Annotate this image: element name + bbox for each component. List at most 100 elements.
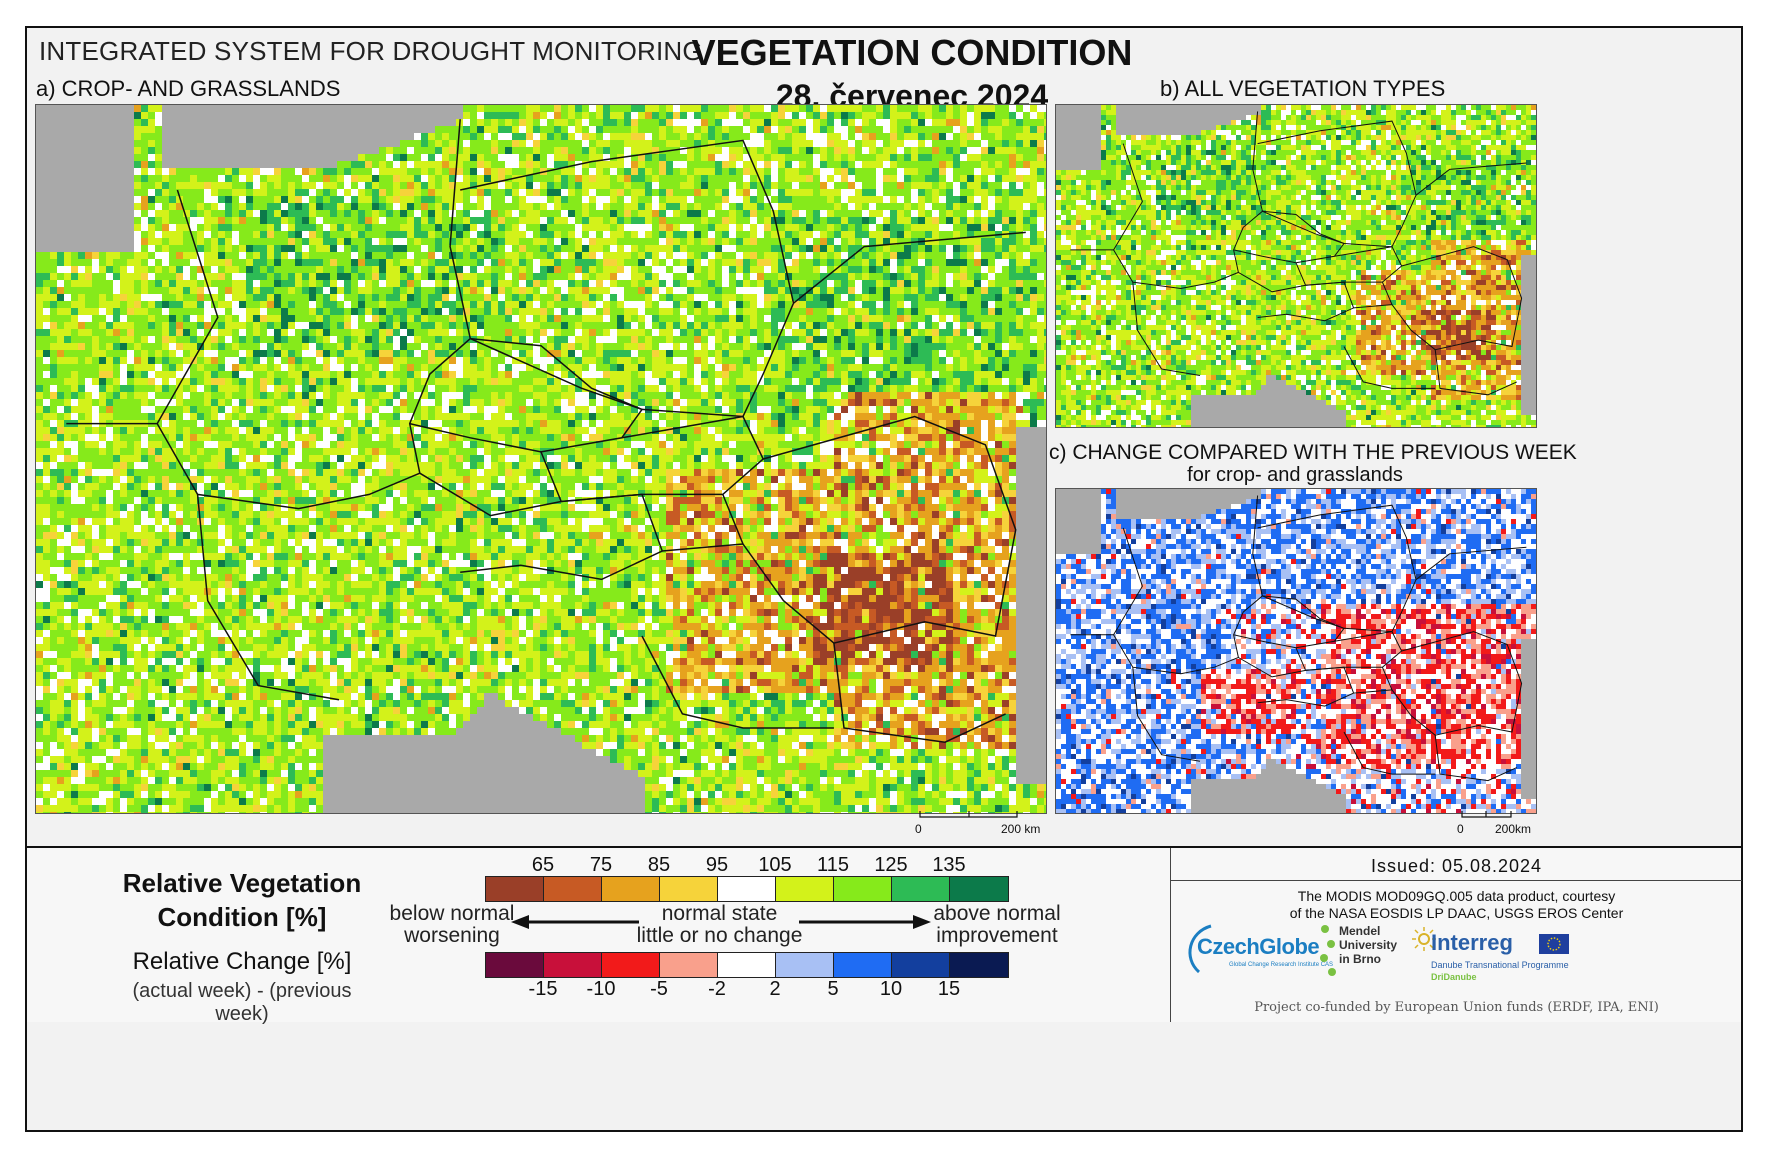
figure-frame: INTEGRATED SYSTEM FOR DROUGHT MONITORING… — [25, 26, 1743, 1132]
top-tick-label: 105 — [758, 854, 791, 877]
legend-above-normal: above normal improvement — [927, 903, 1067, 947]
change-swatch — [486, 953, 544, 977]
little-change-text: little or no change — [627, 925, 812, 947]
legend-normal-state: normal state little or no change — [627, 903, 812, 947]
mendel-text: Mendel University in Brno — [1339, 924, 1397, 966]
rvc-swatch — [718, 877, 776, 901]
below-normal-text: below normal — [387, 903, 517, 925]
panel-c-sublabel: for crop- and grasslands — [1055, 464, 1535, 487]
bottom-tick-label: -2 — [708, 978, 726, 1001]
interreg-subtext: Danube Transnational Programme — [1431, 960, 1569, 970]
rvc-swatch — [486, 877, 544, 901]
above-normal-text: above normal — [927, 903, 1067, 925]
panel-a-label: a) CROP- AND GRASSLANDS — [36, 76, 340, 102]
scalebar-c-graphic — [1461, 811, 1512, 818]
map-a-canvas — [36, 105, 1046, 813]
mendel-line-1: Mendel — [1339, 924, 1397, 938]
map-panel-c — [1055, 488, 1537, 814]
rvc-swatch — [602, 877, 660, 901]
normal-state-text: normal state — [627, 903, 812, 925]
legend-rc-title: Relative Change [%] — [107, 948, 377, 976]
bottom-tick-label: -10 — [587, 978, 616, 1001]
country-borders — [1070, 495, 1527, 782]
eu-flag-icon — [1539, 934, 1569, 954]
mendel-logo: Mendel University in Brno — [1319, 924, 1414, 980]
courtesy-line-2: of the NASA EOSDIS LP DAAC, USGS EROS Ce… — [1171, 905, 1742, 922]
map-panel-a — [35, 104, 1047, 814]
legend-rc-sub: (actual week) - (previous week) — [107, 980, 377, 1026]
change-swatch — [718, 953, 776, 977]
change-swatch — [544, 953, 602, 977]
scalebar-a-end: 200 km — [1001, 822, 1040, 836]
legend-rvc-colorbar — [485, 876, 1009, 902]
panel-c-label: c) CHANGE COMPARED WITH THE PREVIOUS WEE… — [1049, 441, 1577, 465]
legend-area: Relative Vegetation Condition [%] Relati… — [27, 846, 1742, 1025]
rvc-swatch — [776, 877, 834, 901]
top-tick-label: 85 — [648, 854, 670, 877]
legend-change-colorbar — [485, 952, 1009, 978]
raster-layer — [36, 105, 1046, 813]
improvement-text: improvement — [927, 925, 1067, 947]
data-courtesy: The MODIS MOD09GQ.005 data product, cour… — [1171, 888, 1742, 922]
worsening-text: worsening — [387, 925, 517, 947]
map-b-canvas — [1056, 105, 1536, 427]
interreg-sun-icon — [1412, 927, 1436, 951]
funding-note: Project co-funded by European Union fund… — [1171, 1000, 1742, 1015]
interreg-logo: Interreg Danube Transnational Programme … — [1409, 924, 1609, 984]
change-swatch — [892, 953, 950, 977]
top-tick-label: 125 — [874, 854, 907, 877]
rvc-swatch — [892, 877, 950, 901]
dridanube-text: DriDanube — [1431, 972, 1477, 982]
left-arrow-icon — [511, 915, 639, 929]
panel-b-label: b) ALL VEGETATION TYPES — [1160, 76, 1445, 102]
legend-bottom-ticks: -15 -10 -5 -2 2 5 10 15 — [485, 978, 1007, 1000]
top-tick-label: 95 — [706, 854, 728, 877]
bottom-tick-label: 15 — [938, 978, 960, 1001]
legend-below-normal: below normal worsening — [387, 903, 517, 947]
change-swatch — [950, 953, 1008, 977]
raster-layer — [1056, 105, 1536, 427]
map-panel-b — [1055, 104, 1537, 428]
map-c-canvas — [1056, 489, 1536, 813]
page-title: VEGETATION CONDITION — [27, 32, 1772, 74]
right-arrow-icon — [799, 915, 931, 929]
bottom-tick-label: 5 — [827, 978, 838, 1001]
change-swatch — [834, 953, 892, 977]
bottom-tick-label: -5 — [650, 978, 668, 1001]
bottom-tick-label: -15 — [529, 978, 558, 1001]
top-tick-label: 135 — [932, 854, 965, 877]
bottom-tick-label: 10 — [880, 978, 902, 1001]
rvc-swatch — [660, 877, 718, 901]
czechglobe-logo: CzechGlobe Global Change Research Instit… — [1181, 922, 1333, 978]
change-swatch — [602, 953, 660, 977]
rvc-swatch — [950, 877, 1008, 901]
raster-layer — [1056, 489, 1536, 813]
issued-date: Issued: 05.08.2024 — [1171, 856, 1742, 877]
rvc-swatch — [544, 877, 602, 901]
bottom-tick-label: 2 — [769, 978, 780, 1001]
change-swatch — [776, 953, 834, 977]
czechglobe-swoosh-icon — [1188, 924, 1212, 974]
czechglobe-text: CzechGlobe — [1197, 934, 1320, 960]
courtesy-line-1: The MODIS MOD09GQ.005 data product, cour… — [1171, 888, 1742, 905]
mendel-line-2: University — [1339, 938, 1397, 952]
top-tick-label: 65 — [532, 854, 554, 877]
rvc-swatch — [834, 877, 892, 901]
top-tick-label: 75 — [590, 854, 612, 877]
system-name: INTEGRATED SYSTEM FOR DROUGHT MONITORING — [39, 36, 703, 67]
scalebar-a-graphic — [919, 811, 1018, 818]
czechglobe-subtext: Global Change Research Institute CAS — [1229, 962, 1333, 968]
mendel-dots-icon — [1320, 925, 1336, 976]
info-box: Issued: 05.08.2024 The MODIS MOD09GQ.005… — [1170, 848, 1742, 1022]
change-swatch — [660, 953, 718, 977]
interreg-text: Interreg — [1431, 930, 1513, 956]
legend-rvc-title: Relative Vegetation Condition [%] — [122, 866, 362, 934]
country-borders — [1070, 111, 1527, 396]
country-borders — [66, 119, 1026, 743]
info-divider — [1171, 880, 1742, 881]
top-tick-label: 115 — [817, 854, 849, 877]
legend-top-ticks: 65 75 85 95 105 115 125 135 — [485, 854, 1007, 876]
scalebar-c-end: 200km — [1495, 822, 1531, 836]
scalebar-a-zero: 0 — [915, 822, 922, 836]
scalebar-c-zero: 0 — [1457, 822, 1464, 836]
